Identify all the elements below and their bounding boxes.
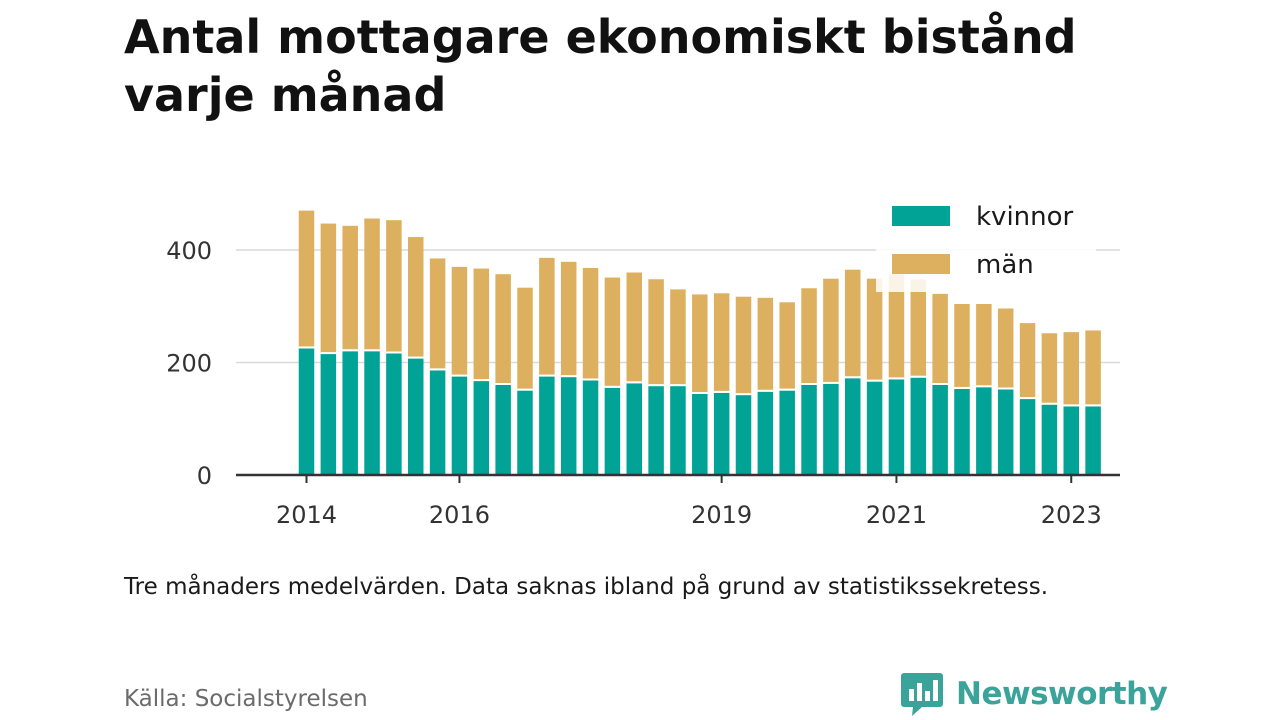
- bar-man: [473, 268, 490, 381]
- bar-kvinnor: [1063, 406, 1079, 475]
- bar-man: [910, 279, 927, 377]
- legend-label: män: [976, 250, 1034, 280]
- bar-man: [845, 269, 861, 378]
- bar-man: [997, 308, 1014, 389]
- bar-man: [517, 287, 533, 390]
- bar-kvinnor: [866, 381, 883, 475]
- bar-chart-speech-bubble-icon: [901, 673, 943, 716]
- brand-logo: Newsworthy: [900, 670, 1168, 718]
- bar-kvinnor: [582, 380, 599, 475]
- bar-man: [1019, 323, 1036, 399]
- bar-kvinnor: [1041, 404, 1058, 475]
- bar-man: [386, 220, 402, 353]
- bar-kvinnor: [408, 358, 424, 475]
- bar-kvinnor: [1085, 406, 1101, 475]
- bar-kvinnor: [997, 389, 1014, 475]
- x-tick-label: 2023: [1041, 501, 1102, 529]
- bar-kvinnor: [648, 386, 664, 475]
- chart-title: Antal mottagare ekonomiskt bistånd varje…: [124, 10, 1077, 122]
- bar-man: [1041, 333, 1058, 404]
- bar-kvinnor: [910, 377, 927, 475]
- bar-man: [757, 297, 774, 391]
- bar-kvinnor: [473, 381, 490, 475]
- bar-man: [429, 258, 446, 370]
- bar-man: [495, 274, 511, 384]
- bar-man: [823, 278, 839, 383]
- bar-kvinnor: [845, 378, 861, 475]
- legend: kvinnor män: [876, 192, 1096, 292]
- legend-label: kvinnor: [976, 202, 1074, 232]
- bar-man: [408, 237, 424, 358]
- bar-kvinnor: [495, 385, 511, 475]
- bar-kvinnor: [713, 392, 730, 475]
- bar-man: [692, 294, 708, 393]
- bar-man: [298, 210, 315, 348]
- bar-man: [539, 257, 555, 376]
- bar-kvinnor: [539, 376, 555, 475]
- x-tick-label: 2021: [866, 501, 927, 529]
- bar-kvinnor: [932, 385, 948, 475]
- bar-kvinnor: [560, 377, 577, 475]
- bar-kvinnor: [976, 387, 992, 475]
- bar-kvinnor: [692, 394, 708, 475]
- bar-kvinnor: [823, 383, 839, 475]
- bar-man: [320, 223, 337, 354]
- x-tick-label: 2014: [276, 501, 337, 529]
- bar-kvinnor: [801, 385, 817, 475]
- bars: [298, 210, 1101, 475]
- bar-man: [604, 277, 621, 387]
- y-tick-label: 0: [197, 462, 212, 490]
- bar-man: [1085, 330, 1101, 406]
- bar-man: [976, 304, 992, 387]
- bar-kvinnor: [342, 351, 358, 475]
- bar-man: [626, 272, 642, 383]
- bar-man: [735, 296, 752, 395]
- bar-man: [713, 293, 730, 392]
- bar-man: [779, 302, 795, 390]
- brand-name: Newsworthy: [956, 676, 1168, 712]
- bar-man: [932, 293, 948, 384]
- bar-man: [560, 261, 577, 377]
- bar-man: [888, 274, 905, 379]
- bar-man: [801, 288, 817, 384]
- bar-kvinnor: [888, 379, 905, 475]
- bar-kvinnor: [626, 383, 642, 475]
- axes: 0 200 400 2014 2016 2019 2021 2023: [166, 237, 1120, 529]
- bar-man: [451, 266, 468, 376]
- bar-man: [342, 225, 358, 351]
- bar-kvinnor: [451, 376, 468, 475]
- y-tick-label: 400: [166, 237, 212, 265]
- bar-man: [364, 218, 380, 351]
- chart-note: Tre månaders medelvärden. Data saknas ib…: [124, 574, 1049, 600]
- bar-man: [582, 268, 599, 380]
- bar-kvinnor: [757, 391, 774, 475]
- bar-man: [954, 304, 970, 388]
- bar-kvinnor: [320, 354, 337, 475]
- legend-swatch: [892, 254, 950, 274]
- bar-kvinnor: [735, 395, 752, 475]
- legend-swatch: [892, 206, 950, 226]
- bar-kvinnor: [517, 390, 533, 475]
- bar-kvinnor: [779, 390, 795, 475]
- bar-kvinnor: [1019, 399, 1036, 475]
- bar-man: [866, 278, 883, 381]
- bar-kvinnor: [670, 386, 686, 475]
- bar-kvinnor: [954, 388, 970, 475]
- y-tick-label: 200: [166, 350, 212, 378]
- bar-kvinnor: [298, 348, 315, 475]
- x-tick-label: 2019: [691, 501, 752, 529]
- bar-kvinnor: [429, 370, 446, 475]
- x-tick-label: 2016: [429, 501, 490, 529]
- bar-kvinnor: [386, 353, 402, 475]
- bar-man: [670, 289, 686, 386]
- source-credit: Källa: Socialstyrelsen: [124, 686, 368, 712]
- bar-man: [1063, 332, 1079, 406]
- bar-man: [648, 279, 664, 386]
- bar-kvinnor: [364, 351, 380, 475]
- bar-kvinnor: [604, 387, 621, 475]
